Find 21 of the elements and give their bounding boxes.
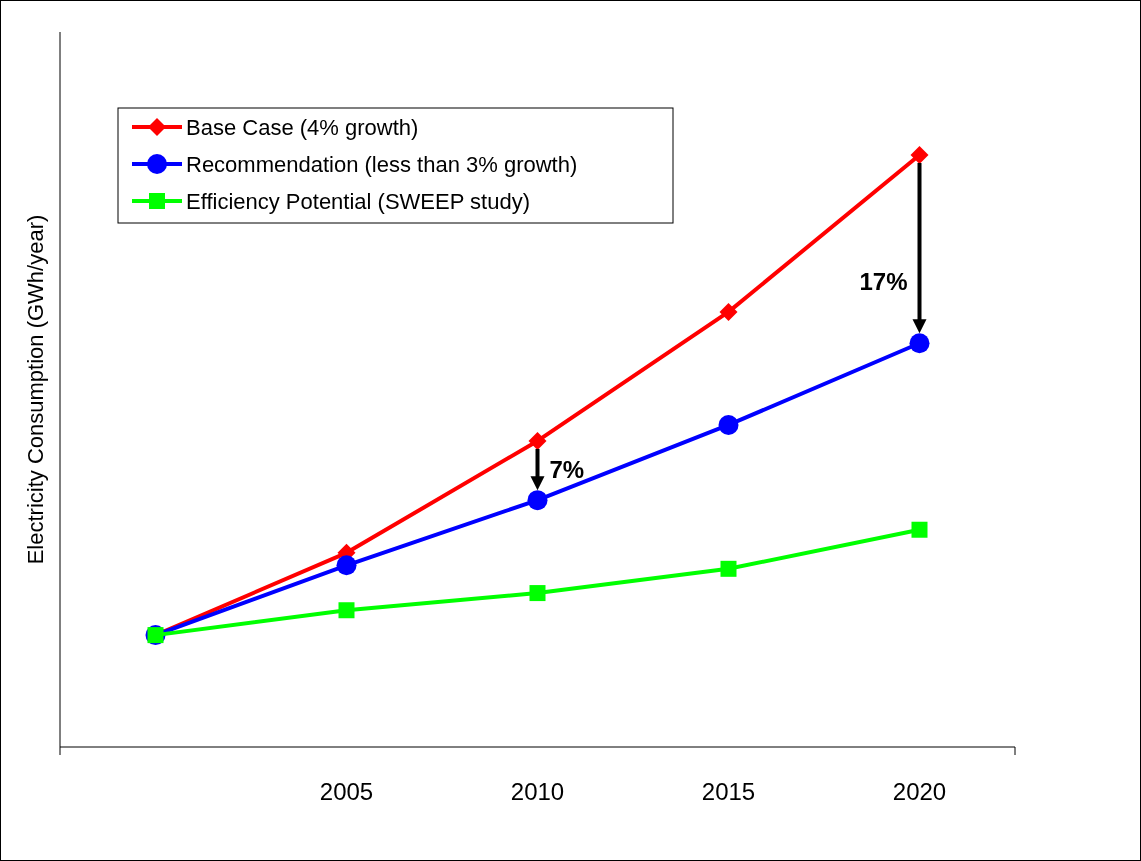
point (718, 414, 739, 435)
y-axis-title: Electricity Consumption (GWh/year) (23, 214, 48, 565)
annotation: 7% (549, 455, 585, 483)
point (910, 146, 929, 164)
point (527, 490, 548, 511)
point (528, 431, 547, 450)
legend-label: Efficiency Potential (SWEEP study) (186, 189, 530, 214)
point (336, 555, 357, 576)
point (911, 521, 928, 538)
point (909, 333, 930, 354)
point (720, 560, 737, 577)
annotation: 17% (859, 268, 908, 296)
x-tick-label: 2010 (510, 778, 565, 805)
point (719, 302, 738, 321)
x-tick-label: 2020 (892, 778, 947, 805)
x-tick-label: 2015 (701, 778, 756, 805)
point (529, 585, 546, 602)
point (338, 602, 355, 619)
legend-label: Recommendation (less than 3% growth) (186, 152, 578, 177)
x-tick-label: 2005 (319, 778, 374, 805)
legend-label: Base Case (4% growth) (186, 115, 419, 140)
